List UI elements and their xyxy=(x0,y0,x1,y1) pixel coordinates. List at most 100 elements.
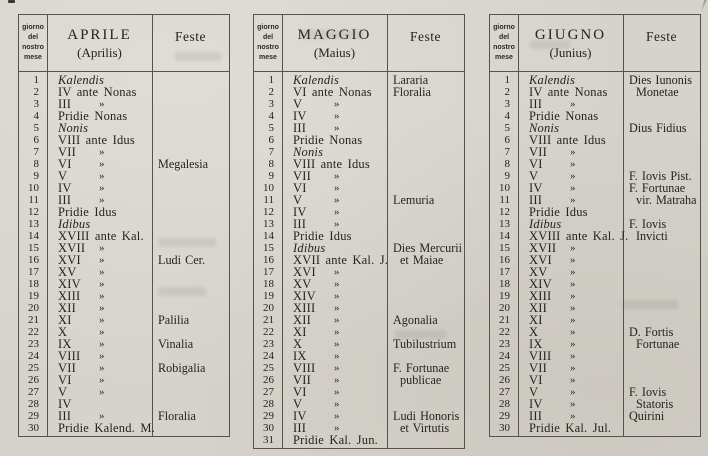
ditto-mark: » xyxy=(570,362,576,374)
ditto-mark: » xyxy=(570,410,576,422)
day-number: 10 xyxy=(263,182,274,194)
festival-name xyxy=(152,374,229,386)
day-row: 16 XVII ante Kal. J. et Maiae xyxy=(254,254,464,267)
day-number: 1 xyxy=(268,74,275,86)
day-row: 13 Idibus xyxy=(19,218,229,231)
roman-date-text: III xyxy=(529,97,543,111)
roman-date-label: VI » xyxy=(518,158,623,171)
ditto-mark: » xyxy=(570,98,576,110)
roman-date-label: III » xyxy=(47,410,152,423)
roman-date-text: VI xyxy=(293,385,307,399)
roman-date-text: IV xyxy=(293,109,307,123)
roman-date-label: XII » xyxy=(518,302,623,315)
ditto-mark: » xyxy=(334,218,340,230)
festival-name xyxy=(152,98,229,110)
day-number: 30 xyxy=(263,422,274,434)
festival-name: F. Fortunae xyxy=(393,361,450,375)
feste-column-header: Feste xyxy=(646,29,677,44)
ditto-mark: » xyxy=(99,266,105,278)
festival-name xyxy=(152,422,229,434)
roman-date-text: Idibus xyxy=(529,217,562,231)
day-number: 25 xyxy=(28,362,39,374)
ditto-mark: » xyxy=(334,362,340,374)
day-row: 27 V» xyxy=(19,386,229,399)
day-number: 28 xyxy=(263,398,274,410)
day-row: 5 III » xyxy=(254,122,464,135)
day-number: 14 xyxy=(499,230,510,242)
roman-date-text: Pridie Kal. Jun. xyxy=(293,433,378,447)
roman-date-text: III xyxy=(529,409,543,423)
roman-date-text: VII xyxy=(293,373,311,387)
roman-date-text: V xyxy=(529,169,539,183)
roman-date-text: VIII ante Idus xyxy=(529,133,606,147)
roman-date-text: V xyxy=(529,385,539,399)
festival-name xyxy=(387,278,464,290)
ditto-mark: » xyxy=(99,194,105,206)
festival-name: Statoris xyxy=(636,397,674,411)
roman-date-label: VII » xyxy=(518,362,623,375)
roman-date-text: VII xyxy=(529,145,547,159)
day-number: 20 xyxy=(28,302,39,314)
day-row: 21 XI » Palilia xyxy=(19,313,229,327)
festival-name: Palilia xyxy=(158,313,190,327)
ditto-mark: » xyxy=(334,206,340,218)
roman-date-label: V» xyxy=(518,385,623,399)
day-number: 15 xyxy=(263,242,274,254)
day-row: 5 Nonis xyxy=(19,122,229,135)
month-name: GIUGNO xyxy=(534,27,607,43)
festival-name xyxy=(152,170,229,182)
roman-date-label: XIII » xyxy=(47,290,152,303)
day-number: 26 xyxy=(28,374,39,386)
day-row: 20 XII » xyxy=(490,302,700,315)
day-row: 17 XV » xyxy=(19,266,229,279)
day-number: 19 xyxy=(28,290,39,302)
ditto-mark: » xyxy=(570,386,576,398)
festival-name: Invicti xyxy=(636,229,668,243)
roman-date-label: IV » xyxy=(518,398,623,411)
day-row: 11 III » xyxy=(19,194,229,207)
roman-date-label: V» xyxy=(47,386,152,399)
roman-date-label: XVII » xyxy=(518,242,623,255)
day-row: 15 XVII » xyxy=(19,242,229,255)
day-row: 10 IV » xyxy=(19,182,229,195)
festival-name xyxy=(387,170,464,182)
day-row: 16 XVI » xyxy=(490,253,700,267)
ditto-mark: » xyxy=(334,182,340,194)
roman-date-text: XVI xyxy=(529,253,552,267)
festival-name xyxy=(387,146,464,158)
festival-name xyxy=(623,146,700,158)
ditto-mark: » xyxy=(334,266,340,278)
day-number: 13 xyxy=(499,218,510,230)
roman-date-text: VII xyxy=(58,361,76,375)
ditto-mark: » xyxy=(570,278,576,290)
roman-date-label: X» xyxy=(282,338,387,351)
festival-name xyxy=(387,98,464,110)
roman-date-label: Idibus xyxy=(518,217,623,231)
day-number: 18 xyxy=(499,278,510,290)
roman-date-label: XV » xyxy=(282,278,387,291)
ditto-mark: » xyxy=(334,110,340,122)
roman-date-text: IX xyxy=(293,349,307,363)
roman-date-text: Kalendis xyxy=(529,73,576,87)
festival-name: Floralia xyxy=(158,409,196,423)
column-divider xyxy=(282,15,283,448)
day-number: 2 xyxy=(504,86,511,98)
roman-date-text: Pridie Idus xyxy=(293,229,352,243)
day-row: 20 XII » xyxy=(19,302,229,315)
bleedthrough-artifact xyxy=(300,30,364,39)
day-row: 6 VIII ante Idus xyxy=(490,133,700,147)
day-number: 23 xyxy=(28,338,39,350)
day-row: 27 VI » xyxy=(254,385,464,399)
day-row: 25 VII » Robigalia xyxy=(19,361,229,375)
day-number: 21 xyxy=(499,314,510,326)
festival-name xyxy=(152,86,229,98)
roman-date-label: III » xyxy=(47,98,152,111)
day-row: 1 Kalendis Dies Iunonis xyxy=(490,73,700,87)
festival-name: Dius Fidius xyxy=(629,121,687,135)
roman-date-label: VII » xyxy=(47,146,152,159)
day-number: 25 xyxy=(499,362,510,374)
day-number: 5 xyxy=(268,122,275,134)
day-number: 19 xyxy=(263,290,274,302)
bleedthrough-artifact xyxy=(395,330,447,339)
festival-name: Quirini xyxy=(629,409,665,423)
